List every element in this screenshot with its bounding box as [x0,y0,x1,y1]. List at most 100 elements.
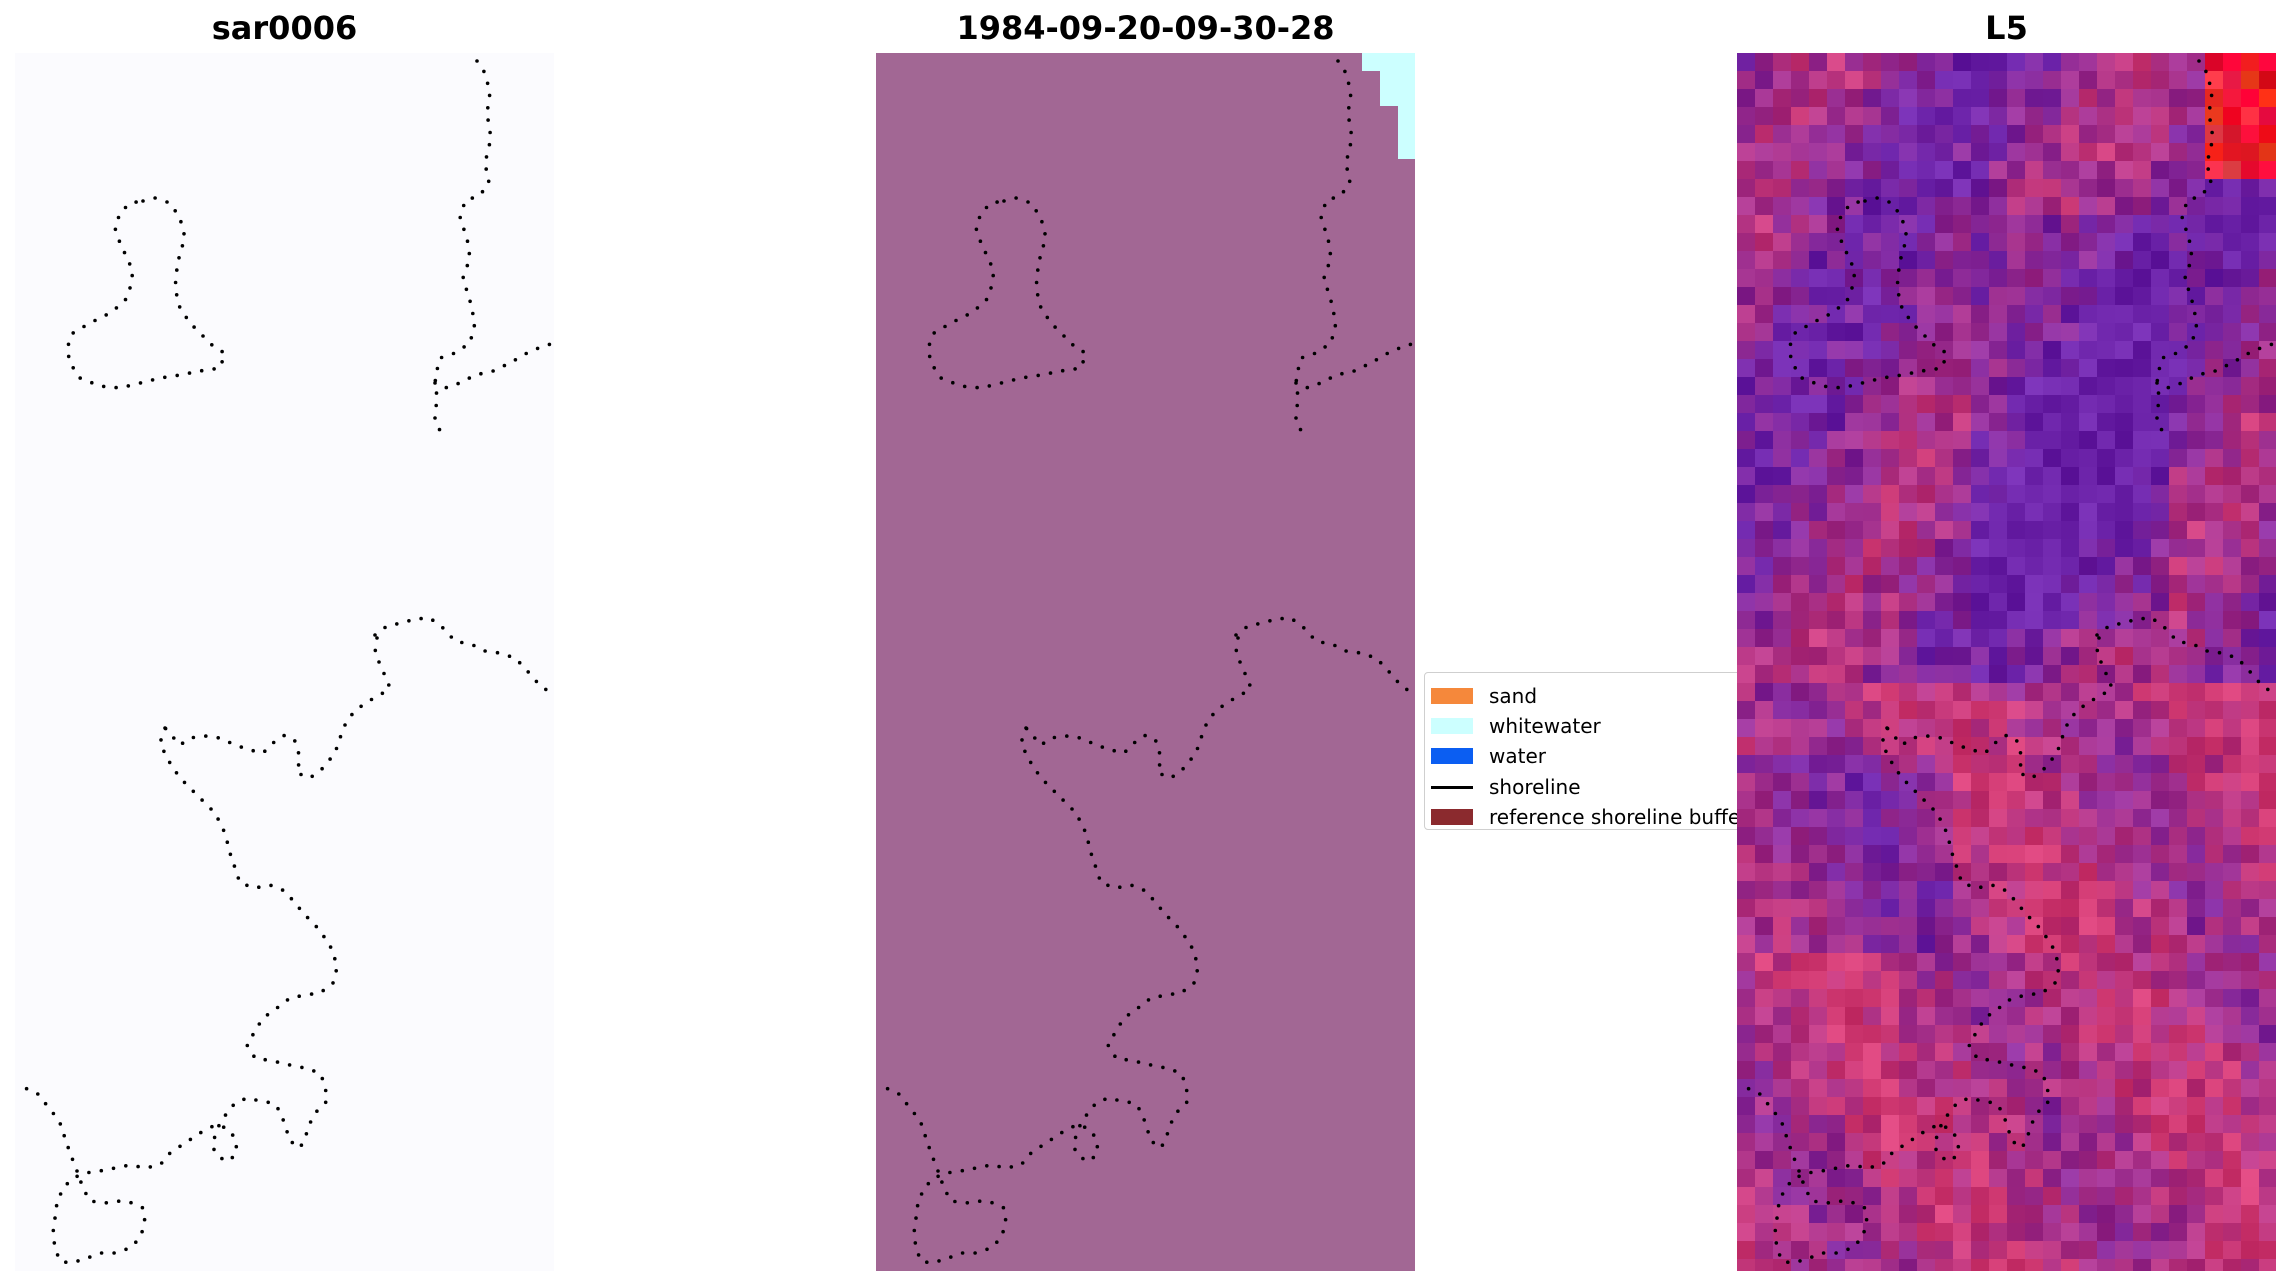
l5-pixel [1881,1259,1900,1271]
l5-pixel [1845,1205,1864,1224]
l5-pixel [2205,719,2224,738]
l5-pixel [1791,1043,1810,1062]
l5-pixel [1755,935,1774,954]
l5-pixel [1899,53,1918,72]
l5-pixel [2169,287,2188,306]
l5-pixel [2061,287,2080,306]
l5-pixel [2187,161,2206,180]
l5-pixel [1755,917,1774,936]
shoreline-dot [1823,384,1828,389]
shoreline-dot [123,297,128,302]
l5-pixel [2205,1151,2224,1170]
l5-pixel [2115,1079,2134,1098]
shoreline-dot [513,358,518,362]
shoreline-dot [232,864,237,868]
l5-pixel [2061,1025,2080,1044]
shoreline-dot [266,1100,270,1105]
l5-pixel [1989,1079,2008,1098]
shoreline-dot [1328,376,1333,380]
shoreline-dot [1780,1122,1785,1126]
l5-pixel [1971,665,1990,684]
l5-pixel [2205,503,2224,522]
shoreline-dot [285,998,290,1002]
l5-pixel [2097,1259,2116,1271]
shoreline-dot [1921,368,1926,373]
l5-pixel [1917,791,1936,810]
l5-pixel [2241,593,2260,612]
l5-pixel [2115,341,2134,360]
shoreline-dot [1048,371,1053,375]
l5-pixel [2259,467,2276,486]
shoreline-dot [257,885,261,889]
l5-pixel [2259,89,2276,108]
l5-pixel [2007,179,2026,198]
l5-pixel [2097,449,2116,468]
shoreline-dot [1804,324,1808,329]
l5-pixel [1989,467,2008,486]
shoreline-dot [383,625,387,630]
shoreline-dot [1934,1135,1939,1140]
l5-pixel [2205,161,2224,180]
l5-pixel [2133,1223,2152,1242]
l5-pixel [2043,467,2062,486]
shoreline-dot [991,273,995,278]
l5-pixel [2223,989,2242,1008]
l5-pixel [1971,1223,1990,1242]
shoreline-dot [177,256,181,260]
shoreline-dot [1248,683,1252,687]
l5-pixel [1737,719,1756,738]
shoreline-dot [1086,840,1091,844]
l5-pixel-grid [1737,53,2276,1271]
l5-pixel [1737,449,1756,468]
shoreline-dot [1026,200,1030,204]
l5-pixel [2079,161,2098,180]
shoreline-dot [1300,355,1305,360]
shoreline-dot [1081,360,1085,364]
shoreline-dot [187,371,192,375]
l5-pixel [2259,161,2276,180]
shoreline-dot [1113,1054,1117,1058]
l5-pixel [2007,71,2026,90]
l5-pixel [2061,341,2080,360]
shoreline-dot [221,828,226,833]
l5-pixel [2007,1007,2026,1026]
l5-pixel [1953,89,1972,108]
l5-pixel [1881,665,1900,684]
shoreline-dot [1097,876,1102,880]
l5-pixel [2151,287,2170,306]
shoreline-dot [127,262,132,266]
l5-pixel [1989,161,2008,180]
shoreline-dot [1003,1217,1008,1222]
l5-pixel [1809,143,1828,162]
l5-pixel [1881,161,1900,180]
l5-pixel [1845,917,1864,936]
l5-pixel [2061,485,2080,504]
l5-pixel [2223,899,2242,918]
l5-pixel [1827,737,1846,756]
shoreline-dot [333,956,337,961]
l5-pixel [2025,1115,2044,1134]
l5-pixel [2079,719,2098,738]
l5-pixel [1899,305,1918,324]
reference-buffer-swatch [1431,809,1473,825]
l5-pixel [2115,359,2134,378]
shoreline-dot [1812,380,1816,385]
l5-pixel [2187,1241,2206,1260]
shoreline-dot [1396,346,1401,351]
l5-pixel [2205,1187,2224,1206]
l5-pixel [1737,989,1756,1008]
shoreline-dot [1378,660,1383,665]
l5-pixel [2223,323,2242,342]
shoreline-dot [209,807,213,811]
shoreline-dot [931,1157,936,1162]
shoreline-dot [1244,625,1248,630]
l5-pixel [1899,701,1918,720]
l5-pixel [2205,809,2224,828]
l5-pixel [1773,413,1792,432]
l5-pixel [2133,1115,2152,1134]
l5-pixel [2259,413,2276,432]
l5-pixel [1809,881,1828,900]
shoreline-dot [2097,636,2101,640]
shoreline-dot [491,369,495,373]
l5-pixel [2259,53,2276,72]
